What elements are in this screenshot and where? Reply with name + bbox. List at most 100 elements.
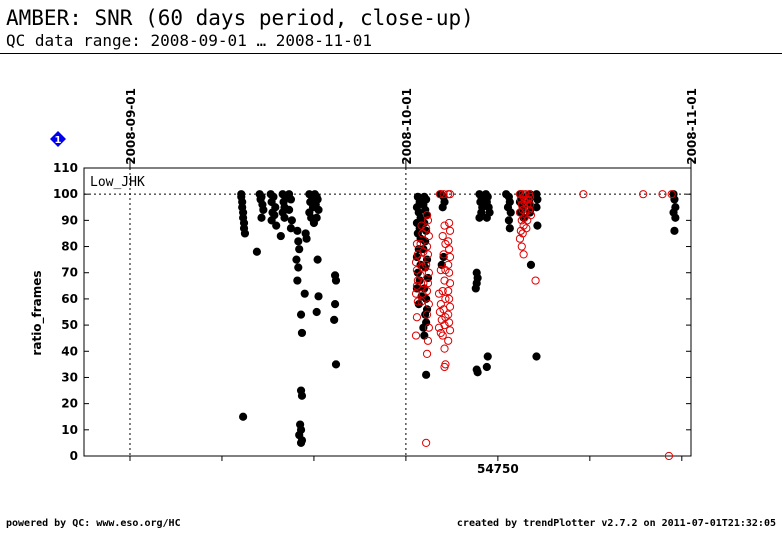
data-point-open: [658, 190, 667, 199]
data-point-open: [423, 336, 433, 345]
data-point-filled: [314, 205, 323, 214]
data-point-open: [524, 195, 533, 204]
data-point-open: [445, 268, 454, 277]
data-point-open: [445, 218, 454, 228]
data-point-open: [523, 200, 532, 209]
data-point-filled: [506, 208, 515, 217]
data-point-filled: [671, 213, 680, 222]
data-point-open: [434, 323, 444, 332]
header-divider: [0, 53, 782, 54]
data-point-open: [515, 234, 525, 243]
data-point-filled: [257, 213, 266, 222]
data-point-open: [440, 362, 449, 372]
data-point-filled: [252, 247, 262, 256]
data-point-filled: [293, 226, 302, 235]
data-point-open: [517, 216, 526, 225]
data-point-filled: [284, 205, 294, 214]
y-tick-label: 30: [61, 370, 78, 384]
data-point-open: [445, 294, 454, 304]
data-point-filled: [533, 221, 542, 230]
data-point-open: [445, 252, 455, 262]
marker-badge[interactable]: 1: [50, 131, 66, 147]
blue-diamond-icon: [50, 131, 66, 147]
data-point-filled: [439, 252, 448, 262]
data-point-open: [440, 320, 449, 330]
data-point-open: [419, 279, 428, 288]
footer-credit: powered by QC: www.eso.org/HC: [6, 518, 181, 529]
data-point-open: [531, 276, 540, 285]
data-point-open: [441, 294, 450, 304]
data-point-filled: [286, 195, 296, 204]
data-point-open: [424, 323, 433, 332]
panel-label: Low_JHK: [90, 175, 145, 190]
y-tick-label: 70: [61, 266, 78, 280]
y-tick-label: 90: [61, 213, 78, 227]
data-point-open: [667, 190, 676, 199]
data-point-open: [435, 190, 445, 199]
data-point-open: [518, 205, 527, 214]
data-point-open: [417, 255, 426, 264]
data-point-open: [517, 242, 526, 251]
y-tick-label: 10: [61, 423, 78, 437]
y-axis: 0 10 20 30 40 50 60 70 80 90 100 110: [53, 161, 691, 463]
data-point-open: [413, 297, 422, 306]
data-point-open: [444, 310, 453, 319]
data-point-open: [579, 190, 588, 199]
data-point-open: [439, 190, 448, 199]
data-point-filled: [293, 276, 302, 285]
data-point-open: [445, 318, 454, 327]
data-point-filled: [505, 224, 514, 233]
data-point-open: [445, 190, 455, 199]
data-point-open: [445, 326, 455, 335]
data-point-open: [664, 451, 674, 461]
data-point-open: [422, 224, 431, 233]
data-point-open: [519, 192, 528, 201]
data-point-filled: [314, 292, 323, 301]
y-tick-label: 60: [61, 292, 78, 306]
data-point-open: [411, 289, 421, 298]
y-tick-label: 100: [53, 187, 78, 201]
data-point-filled: [296, 438, 306, 448]
data-point-open: [639, 190, 648, 199]
data-point-filled: [331, 360, 341, 369]
data-point-open: [525, 192, 535, 201]
y-tick-label: 110: [53, 161, 78, 175]
date-markers: 2008-09-01 2008-10-01 2008-11-01: [124, 88, 699, 456]
data-point-filled: [330, 315, 339, 324]
data-point-filled: [302, 234, 311, 243]
chart-subtitle: QC data range: 2008-09-01 … 2008-11-01: [6, 31, 373, 50]
data-point-filled: [313, 255, 322, 264]
data-point-open: [422, 211, 432, 220]
data-point-open: [438, 231, 447, 241]
data-point-filled: [526, 260, 536, 269]
marker-badge-label: 1: [55, 135, 62, 146]
data-point-open: [424, 231, 433, 241]
data-point-open: [422, 260, 431, 269]
data-point-open: [522, 224, 531, 233]
data-point-open: [417, 297, 426, 306]
y-tick-label: 40: [61, 344, 78, 358]
date-marker-label: 2008-09-01: [124, 88, 138, 165]
data-point-open: [411, 331, 421, 340]
y-tick-label: 80: [61, 240, 78, 254]
data-point-open: [422, 286, 432, 296]
y-tick-label: 20: [61, 397, 78, 411]
data-point-open: [423, 279, 433, 288]
y-tick-label: 0: [70, 449, 78, 463]
data-point-open: [436, 266, 445, 275]
footer-created: created by trendPlotter v2.7.2 on 2011-0…: [456, 518, 776, 529]
data-point-open: [411, 258, 421, 267]
data-point-open: [438, 286, 447, 296]
data-point-filled: [420, 331, 429, 340]
data-point-open: [525, 200, 535, 209]
data-point-open: [445, 226, 455, 235]
y-axis-title: ratio_frames: [30, 270, 45, 355]
data-point-open: [412, 239, 422, 249]
data-point-open: [440, 344, 449, 353]
data-point-open: [515, 208, 525, 217]
data-point-filled: [312, 307, 321, 317]
data-point-filled: [296, 310, 306, 319]
data-point-open: [445, 279, 455, 288]
data-point-open: [436, 300, 445, 309]
data-point-filled: [300, 289, 309, 298]
